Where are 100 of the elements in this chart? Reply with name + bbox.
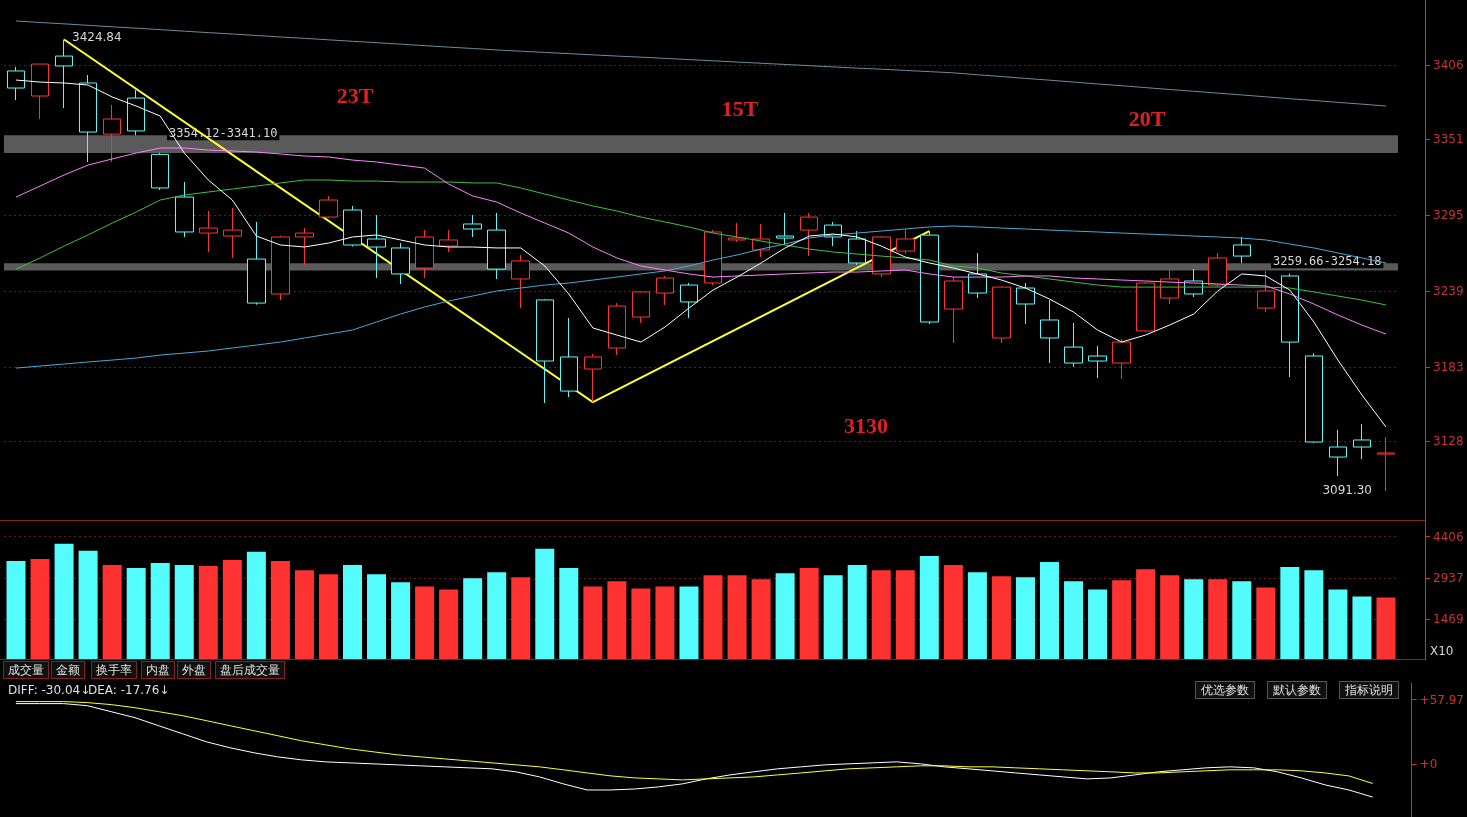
candlestick bbox=[79, 74, 97, 163]
candlestick bbox=[800, 212, 818, 257]
bar bbox=[222, 559, 242, 660]
text: 换手率 bbox=[96, 663, 132, 677]
y-tick-label: 3183 bbox=[1433, 359, 1464, 374]
candlestick bbox=[487, 212, 506, 280]
candlestick bbox=[55, 38, 73, 109]
bar bbox=[775, 573, 795, 660]
annotation: 3424.84 bbox=[72, 30, 122, 44]
candlestick bbox=[1136, 281, 1155, 333]
candlestick bbox=[343, 205, 362, 247]
candlestick bbox=[776, 212, 794, 246]
bar bbox=[679, 586, 699, 660]
band-label: 3259.66-3254.18 bbox=[1273, 254, 1382, 269]
bar bbox=[463, 578, 483, 660]
annotation: DEA: -17.76↓ bbox=[88, 683, 170, 697]
text: 金额 bbox=[56, 663, 80, 677]
bar bbox=[511, 577, 531, 660]
bar bbox=[1328, 589, 1348, 660]
candlestick bbox=[31, 63, 49, 120]
annotation: 3130 bbox=[844, 412, 888, 438]
bar bbox=[751, 579, 771, 660]
candlestick bbox=[7, 66, 25, 101]
candlestick bbox=[1257, 270, 1275, 313]
bar bbox=[1136, 569, 1156, 660]
line-series bbox=[15, 179, 1387, 306]
y-tick-label: 3351 bbox=[1433, 132, 1464, 147]
bar bbox=[631, 588, 651, 660]
bar bbox=[1304, 570, 1324, 660]
bar bbox=[1208, 579, 1228, 660]
annotation: 23T bbox=[336, 82, 374, 108]
annotation: 优选参数 bbox=[1201, 683, 1249, 697]
bar bbox=[823, 575, 843, 660]
annotation: 15T bbox=[721, 95, 759, 121]
bar bbox=[1376, 597, 1396, 660]
y-tick-label: 3406 bbox=[1433, 58, 1464, 72]
bar bbox=[487, 572, 507, 660]
bar bbox=[1088, 589, 1108, 660]
bar bbox=[78, 550, 98, 660]
text: 盘后成交量 bbox=[220, 663, 280, 677]
candlestick bbox=[439, 229, 458, 253]
candlestick bbox=[511, 254, 530, 309]
bar bbox=[655, 586, 675, 660]
candlestick bbox=[199, 210, 218, 253]
candlestick bbox=[127, 89, 145, 136]
bar bbox=[270, 561, 290, 660]
bar bbox=[1112, 580, 1132, 660]
candlestick bbox=[295, 227, 314, 266]
candlestick bbox=[608, 302, 626, 356]
text: 外盘 bbox=[182, 663, 206, 677]
line-series bbox=[15, 701, 1374, 785]
bar bbox=[415, 586, 435, 660]
candlestick bbox=[1233, 236, 1251, 264]
bar bbox=[1280, 567, 1300, 660]
bar bbox=[318, 574, 338, 660]
candlestick bbox=[103, 104, 121, 163]
bar bbox=[799, 568, 819, 660]
candlestick bbox=[415, 229, 434, 279]
y-tick-label: 4406 bbox=[1433, 529, 1464, 544]
bar bbox=[535, 548, 555, 660]
bar bbox=[871, 570, 891, 660]
bar bbox=[1040, 562, 1059, 660]
candlestick bbox=[536, 298, 554, 404]
candlestick bbox=[1305, 352, 1323, 444]
candlestick bbox=[896, 228, 915, 255]
bar bbox=[847, 565, 867, 660]
bar bbox=[439, 589, 459, 660]
y-tick-label: +57.97 bbox=[1419, 692, 1465, 707]
bar bbox=[1160, 575, 1180, 660]
y-tick-label: 3239 bbox=[1433, 284, 1464, 299]
candlestick bbox=[271, 235, 290, 301]
line-series bbox=[15, 225, 1387, 369]
candlestick bbox=[1088, 345, 1107, 379]
bar bbox=[391, 582, 411, 660]
candlestick bbox=[247, 221, 266, 306]
candlestick bbox=[992, 285, 1011, 344]
text: X10 bbox=[1430, 644, 1454, 658]
bar bbox=[1064, 581, 1084, 660]
candlestick bbox=[680, 282, 698, 319]
candlestick bbox=[1377, 436, 1395, 492]
candlestick bbox=[1112, 338, 1131, 380]
candlestick bbox=[632, 290, 650, 324]
bar bbox=[967, 572, 987, 660]
bar bbox=[559, 568, 579, 660]
bar bbox=[1352, 596, 1372, 660]
bar bbox=[583, 586, 603, 660]
candlestick bbox=[175, 181, 194, 238]
bar bbox=[919, 555, 939, 660]
bar bbox=[367, 574, 387, 660]
bar bbox=[294, 570, 314, 660]
candlestick bbox=[1064, 322, 1083, 368]
bar bbox=[703, 575, 723, 660]
candlestick bbox=[944, 276, 963, 344]
bar bbox=[246, 551, 266, 660]
y-tick-label: +0 bbox=[1419, 756, 1438, 771]
bar bbox=[1232, 581, 1252, 660]
bar bbox=[1184, 579, 1204, 660]
annotation: 3091.30 bbox=[1322, 483, 1372, 497]
line-series bbox=[15, 703, 1374, 798]
candlestick bbox=[463, 214, 482, 238]
